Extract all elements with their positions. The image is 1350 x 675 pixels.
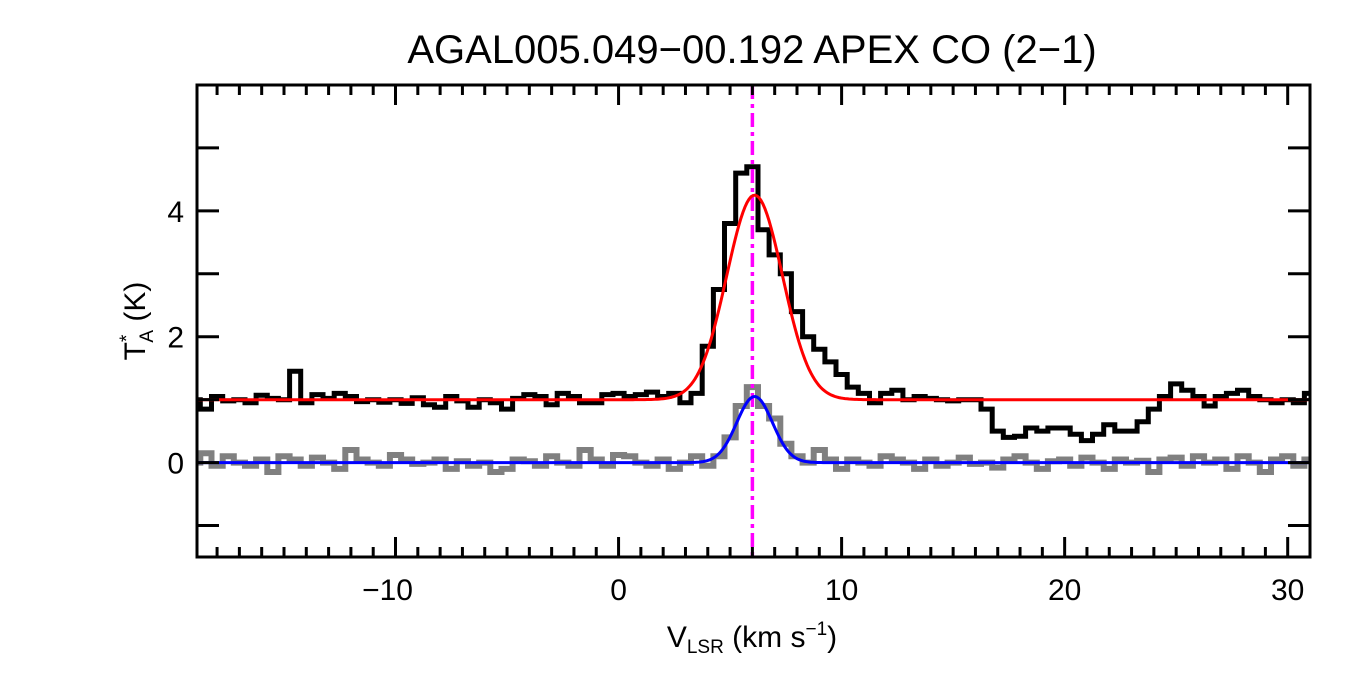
x-tick-label: 30	[1271, 574, 1304, 607]
x-axis-label: VLSR (km s−1)	[667, 619, 837, 658]
x-axis-label-main: V	[667, 621, 687, 654]
x-tick-label: −10	[362, 574, 413, 607]
x-axis-label-sub: LSR	[687, 637, 724, 658]
y-axis-label-main: T	[119, 342, 152, 360]
plot-frame	[195, 83, 1312, 559]
y-axis-label-sub: A	[137, 330, 158, 343]
x-axis-label-sup: −1	[805, 619, 827, 640]
series-gaussian-fit	[197, 193, 1309, 402]
y-tick-label: 4	[167, 196, 184, 229]
plot-area	[197, 85, 1310, 557]
x-tick-label: 10	[825, 574, 858, 607]
x-tick-label: 0	[610, 574, 627, 607]
y-axis-label-sup: *	[117, 334, 138, 342]
series-gaussian-fit-residual-	[197, 394, 1309, 465]
axis-ticks: −10 0 10 20 30 0 2 4	[167, 85, 1312, 607]
x-axis-label-rest: (km s	[724, 621, 806, 654]
x-axis-label-end: )	[827, 621, 837, 654]
y-axis-label-rest: (K)	[119, 282, 152, 330]
y-tick-label: 0	[167, 448, 184, 481]
x-tick-label: 20	[1048, 574, 1081, 607]
chart-title: AGAL005.049−00.192 APEX CO (2−1)	[407, 28, 1096, 72]
y-axis-label: T*A (K)	[117, 282, 158, 361]
y-tick-label: 2	[167, 322, 184, 355]
